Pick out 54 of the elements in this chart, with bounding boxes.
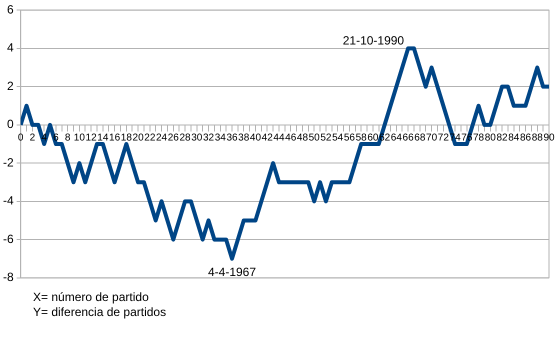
x-tick-label: 52 bbox=[320, 132, 332, 144]
y-tick-label: -2 bbox=[3, 155, 14, 170]
x-tick-label: 54 bbox=[332, 132, 344, 144]
x-tick-label: 60 bbox=[367, 132, 379, 144]
x-tick-label: 0 bbox=[18, 132, 24, 144]
x-tick-label: 64 bbox=[390, 132, 402, 144]
y-tick-label: -8 bbox=[3, 270, 14, 284]
annotation: 21-10-1990 bbox=[342, 34, 404, 48]
x-tick-label: 56 bbox=[344, 132, 356, 144]
x-tick-label: 88 bbox=[532, 132, 544, 144]
x-tick-label: 84 bbox=[508, 132, 520, 144]
x-tick-label: 36 bbox=[226, 132, 238, 144]
x-tick-label: 30 bbox=[191, 132, 203, 144]
y-tick-label: -4 bbox=[3, 194, 14, 208]
y-tick-label: 0 bbox=[6, 117, 14, 132]
x-tick-label: 72 bbox=[438, 132, 450, 144]
x-tick-label: 38 bbox=[238, 132, 250, 144]
annotation: 4-4-1967 bbox=[208, 265, 256, 279]
x-tick-label: 80 bbox=[484, 132, 496, 144]
x-tick-label: 90 bbox=[543, 132, 555, 144]
x-tick-label: 28 bbox=[179, 132, 192, 144]
x-tick-label: 26 bbox=[168, 132, 180, 144]
y-tick-label: -6 bbox=[3, 232, 14, 246]
x-tick-label: 8 bbox=[64, 132, 71, 144]
x-tick-label: 70 bbox=[426, 132, 438, 144]
x-tick-label: 12 bbox=[86, 132, 98, 144]
x-tick-label: 58 bbox=[356, 132, 368, 144]
x-tick-label: 48 bbox=[296, 132, 308, 144]
y-tick-label: 4 bbox=[6, 40, 14, 55]
x-tick-label: 10 bbox=[74, 132, 86, 144]
x-tick-label: 86 bbox=[520, 132, 532, 144]
x-tick-label: 20 bbox=[132, 132, 144, 144]
x-tick-label: 66 bbox=[402, 132, 414, 144]
x-tick-label: 22 bbox=[144, 132, 156, 144]
x-tick-label: 40 bbox=[250, 132, 262, 144]
y-tick-label: 2 bbox=[6, 78, 14, 93]
x-tick-label: 44 bbox=[273, 132, 285, 144]
x-tick-label: 46 bbox=[285, 132, 297, 144]
text: Y= diferencia de partidos bbox=[33, 305, 166, 320]
x-tick-label: 24 bbox=[156, 132, 168, 144]
x-tick-label: 14 bbox=[97, 132, 109, 144]
x-tick-label: 42 bbox=[262, 132, 274, 144]
x-tick-label: 4 bbox=[41, 132, 48, 144]
x-tick-label: 32 bbox=[202, 132, 215, 144]
x-tick-label: 68 bbox=[414, 132, 426, 144]
x-tick-label: 16 bbox=[109, 132, 121, 144]
y-tick-label: 6 bbox=[6, 2, 14, 17]
x-tick-label: 18 bbox=[120, 132, 132, 144]
x-tick-label: 78 bbox=[472, 132, 485, 144]
text: X= número de partido bbox=[33, 290, 150, 305]
x-tick-label: 82 bbox=[496, 132, 508, 144]
x-tick-label: 34 bbox=[214, 132, 226, 144]
x-tick-label: 2 bbox=[30, 132, 36, 144]
x-tick-label: 50 bbox=[308, 132, 320, 144]
